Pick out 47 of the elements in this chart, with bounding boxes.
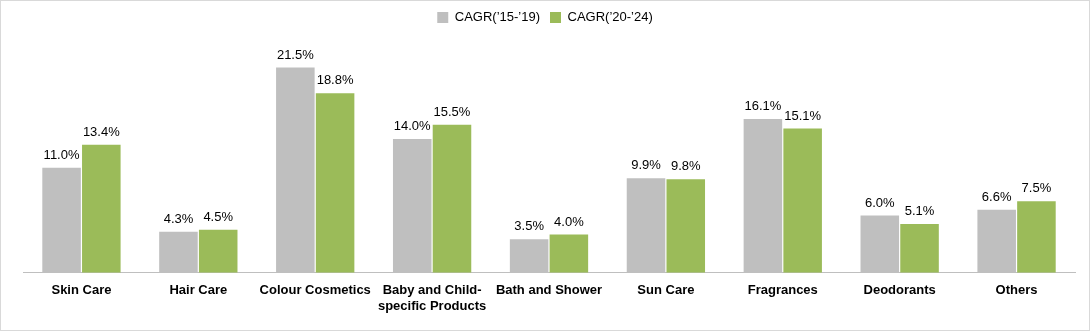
x-tick-label: Sun Care — [637, 282, 695, 298]
data-label: 18.8% — [316, 72, 354, 88]
bar — [315, 93, 355, 273]
data-label: 9.9% — [631, 157, 662, 173]
data-label: 6.0% — [864, 194, 896, 210]
bar — [549, 234, 589, 273]
bar — [509, 239, 549, 273]
x-tick-label: Bath and Shower — [495, 282, 603, 298]
bar — [432, 124, 472, 273]
bar — [743, 119, 783, 273]
bar — [666, 179, 706, 273]
x-tick-label: Fragrances — [747, 282, 818, 298]
bar — [198, 229, 238, 273]
data-label: 4.5% — [203, 208, 234, 224]
data-label: 15.1% — [784, 107, 822, 123]
data-label: 11.0% — [43, 146, 80, 162]
data-label: 4.0% — [554, 213, 585, 229]
data-label: 9.8% — [670, 158, 702, 174]
bar — [977, 209, 1016, 273]
data-label: 5.1% — [904, 203, 935, 219]
data-label: 14.0% — [393, 118, 432, 134]
legend-label: CAGR(’20-’24) — [567, 9, 653, 25]
bar — [159, 231, 198, 273]
x-tick-label: Others — [995, 282, 1038, 298]
bar — [42, 167, 81, 273]
bar — [1017, 201, 1056, 273]
data-label: 13.4% — [82, 123, 121, 139]
bar — [392, 139, 432, 273]
bar — [626, 178, 666, 273]
x-tick-label: Hair Care — [169, 282, 228, 298]
bar — [783, 128, 822, 273]
data-label: 21.5% — [276, 46, 315, 62]
legend-label: CAGR(’15-’19) — [454, 9, 541, 25]
x-tick-label: Skin Care — [51, 282, 112, 298]
bar — [900, 224, 939, 273]
data-label: 16.1% — [744, 98, 782, 114]
x-tick-label: Baby and Child-specific Products — [377, 282, 487, 313]
data-label: 6.6% — [981, 188, 1012, 204]
bar — [82, 144, 121, 273]
x-tick-label: Deodorants — [863, 282, 936, 298]
data-label: 15.5% — [433, 103, 471, 119]
data-label: 4.3% — [163, 210, 194, 226]
x-tick-label: Colour Cosmetics — [259, 282, 371, 298]
bar — [276, 67, 315, 273]
bar — [860, 215, 900, 273]
data-label: 7.5% — [1021, 180, 1052, 196]
data-label: 3.5% — [514, 218, 545, 234]
